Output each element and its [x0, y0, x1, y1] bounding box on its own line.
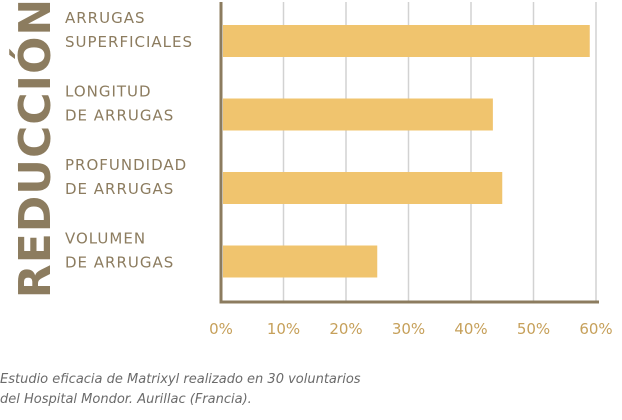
x-tick-label-2: 20%	[329, 320, 362, 338]
category-label-3: VOLUMEN DE ARRUGAS	[65, 230, 174, 272]
x-tick-label-0: 0%	[209, 320, 233, 338]
category-label-1-line-0: LONGITUD	[65, 83, 152, 101]
x-tick-label-6: 60%	[579, 320, 612, 338]
category-label-2-line-1: DE ARRUGAS	[65, 180, 174, 198]
x-tick-label-5: 50%	[517, 320, 550, 338]
x-tick-label-3: 30%	[392, 320, 425, 338]
category-label-1: LONGITUD DE ARRUGAS	[65, 83, 174, 125]
x-tick-label-1: 10%	[267, 320, 300, 338]
bar-0	[223, 25, 590, 57]
category-label-3-line-1: DE ARRUGAS	[65, 254, 174, 272]
category-label-2-line-0: PROFUNDIDAD	[65, 156, 187, 174]
category-label-0: ARRUGAS SUPERFICIALES	[65, 9, 193, 51]
footnote-line-1: Estudio eficacia de Matrixyl realizado e…	[0, 372, 361, 387]
category-label-3-line-0: VOLUMEN	[65, 230, 146, 248]
x-tick-label-4: 40%	[454, 320, 487, 338]
x-tick-labels: 0% 10% 20% 30% 40% 50% 60%	[209, 320, 613, 338]
bar-3	[223, 245, 378, 278]
category-label-1-line-1: DE ARRUGAS	[65, 107, 174, 125]
category-label-0-line-1: SUPERFICIALES	[65, 33, 193, 51]
y-axis-label: REDUCCIÓN	[8, 0, 61, 298]
category-label-0-line-0: ARRUGAS	[65, 9, 146, 27]
category-label-2: PROFUNDIDAD DE ARRUGAS	[65, 156, 187, 198]
axes	[219, 2, 599, 304]
bar-1	[223, 98, 493, 131]
footnote: Estudio eficacia de Matrixyl realizado e…	[0, 370, 600, 410]
footnote-line-2: del Hospital Mondor. Aurillac (Francia).	[0, 392, 252, 407]
bars	[223, 25, 590, 278]
bar-2	[223, 172, 503, 204]
